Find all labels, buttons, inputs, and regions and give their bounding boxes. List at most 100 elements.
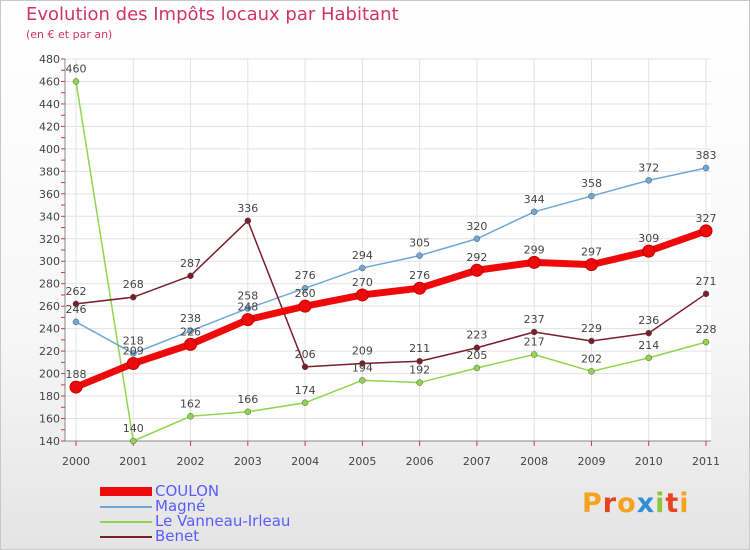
chart-subtitle: (en € et par an) — [26, 28, 113, 41]
data-label-benet: 209 — [352, 344, 373, 357]
data-label-coulon: 260 — [295, 287, 316, 300]
data-label-coulon: 248 — [237, 301, 258, 314]
data-point-benet — [645, 329, 652, 337]
x-tick-label: 2000 — [62, 455, 90, 468]
data-point-benet — [530, 328, 538, 336]
labels-layer: 460 140 162 166 174 194 192 205 217 202 214 228 246 2… — [66, 62, 717, 435]
data-label-le-vanneau-irleau: 217 — [524, 335, 545, 348]
legend-swatch-coulon — [100, 487, 152, 496]
data-point-benet — [187, 272, 194, 280]
data-label-le-vanneau-irleau: 228 — [696, 323, 717, 336]
x-tick-label: 2007 — [463, 455, 491, 468]
data-point-coulon — [584, 258, 598, 272]
data-point-coulon — [413, 281, 427, 295]
data-point-le-vanneau-irleau — [244, 408, 252, 416]
data-point-coulon — [184, 337, 198, 351]
data-label-magne: 358 — [581, 177, 602, 190]
x-tick-label: 2006 — [406, 455, 434, 468]
data-point-magne — [702, 164, 710, 172]
y-tick-label: 280 — [39, 278, 60, 291]
data-point-le-vanneau-irleau — [359, 377, 366, 384]
grid-layer — [65, 58, 711, 442]
data-point-magne — [645, 177, 652, 184]
plot-area — [65, 59, 711, 441]
y-tick-label: 320 — [39, 233, 60, 246]
data-label-le-vanneau-irleau: 162 — [180, 397, 201, 410]
data-point-coulon — [699, 224, 713, 238]
data-point-le-vanneau-irleau — [130, 437, 137, 445]
data-point-le-vanneau-irleau — [530, 351, 538, 358]
y-tick-label: 360 — [39, 188, 60, 201]
data-label-benet: 271 — [696, 275, 717, 288]
data-label-benet: 268 — [123, 278, 144, 291]
data-point-benet — [473, 344, 481, 351]
data-point-magne — [359, 264, 366, 272]
data-point-magne — [473, 235, 481, 243]
data-point-magne — [530, 208, 538, 216]
data-label-le-vanneau-irleau: 140 — [123, 422, 144, 435]
x-tick-label: 2004 — [291, 455, 319, 468]
series-line-coulon — [72, 227, 710, 391]
data-point-magne — [416, 252, 423, 259]
data-label-le-vanneau-irleau: 202 — [581, 352, 602, 365]
chart-title: Evolution des Impôts locaux par Habitant — [26, 4, 399, 25]
data-label-benet: 262 — [66, 285, 87, 298]
data-point-magne — [72, 318, 80, 326]
legend-swatch-le-vanneau-irleau — [100, 521, 152, 523]
logo-letter: i — [655, 488, 666, 519]
y-tick-label: 400 — [39, 143, 60, 156]
x-tick-label: 2008 — [520, 455, 548, 468]
data-label-le-vanneau-irleau: 194 — [352, 361, 373, 374]
y-tick-label: 300 — [39, 255, 60, 268]
data-point-le-vanneau-irleau — [72, 78, 80, 85]
data-point-le-vanneau-irleau — [301, 399, 309, 407]
data-label-coulon: 292 — [466, 251, 487, 264]
data-label-magne: 238 — [180, 312, 201, 325]
logo-letter: i — [679, 488, 690, 519]
data-label-magne: 344 — [524, 193, 545, 206]
y-tick-label: 180 — [39, 390, 60, 403]
data-point-le-vanneau-irleau — [187, 413, 194, 420]
data-label-magne: 258 — [237, 289, 258, 302]
y-tick-label: 460 — [39, 75, 60, 88]
y-tick-label: 440 — [39, 98, 60, 111]
axes-layer: 140 160 180 200 220 240 260 280 300 320 340 360 380 4… — [39, 53, 720, 468]
data-label-le-vanneau-irleau: 174 — [295, 384, 316, 397]
data-label-magne: 305 — [409, 237, 430, 250]
data-label-coulon: 270 — [352, 276, 373, 289]
data-label-benet: 223 — [466, 329, 487, 342]
data-point-benet — [301, 363, 309, 371]
x-tick-label: 2010 — [635, 455, 663, 468]
y-tick-label: 240 — [39, 323, 60, 336]
data-point-benet — [588, 337, 595, 345]
legend-label-magne: Magné — [155, 497, 206, 515]
data-label-coulon: 309 — [638, 232, 659, 245]
data-label-benet: 229 — [581, 322, 602, 335]
y-tick-label: 340 — [39, 210, 60, 223]
legend-label-le-vanneau-irleau: Le Vanneau-Irleau — [155, 512, 291, 530]
data-label-magne: 246 — [66, 303, 87, 316]
data-point-benet — [72, 300, 80, 308]
data-label-coulon: 188 — [66, 368, 87, 381]
series-line-magne — [75, 167, 707, 355]
data-point-benet — [244, 217, 252, 225]
x-tick-label: 2003 — [234, 455, 262, 468]
data-label-le-vanneau-irleau: 192 — [409, 364, 430, 377]
legend-swatch-magne — [100, 506, 152, 508]
data-label-coulon: 299 — [524, 243, 545, 256]
data-label-magne: 218 — [123, 334, 144, 347]
data-label-le-vanneau-irleau: 166 — [237, 393, 258, 406]
data-label-benet: 237 — [524, 313, 545, 326]
data-point-le-vanneau-irleau — [702, 338, 710, 346]
data-point-magne — [588, 192, 595, 200]
data-label-le-vanneau-irleau: 460 — [66, 62, 87, 75]
data-point-magne — [187, 327, 194, 335]
data-label-magne: 320 — [466, 220, 487, 233]
proxiti-logo: Proxiti — [582, 488, 690, 519]
data-label-le-vanneau-irleau: 205 — [466, 349, 487, 362]
x-tick-label: 2009 — [577, 455, 605, 468]
logo-letter: t — [665, 488, 680, 519]
data-point-coulon — [298, 299, 312, 313]
data-label-benet: 287 — [180, 257, 201, 270]
y-tick-label: 380 — [39, 165, 60, 178]
